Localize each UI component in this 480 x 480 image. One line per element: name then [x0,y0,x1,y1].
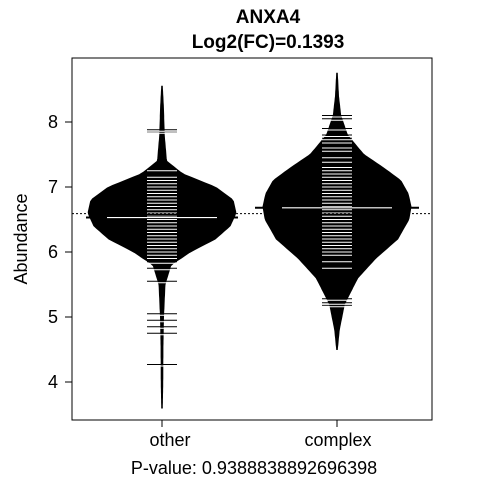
x-tick-label-other: other [149,430,190,450]
y-tick-label: 8 [48,112,58,132]
bean-group [87,72,412,409]
chart-subtitle: Log2(FC)=0.1393 [192,32,345,53]
p-value-caption: P-value: 0.9388838892696398 [131,458,377,478]
y-axis-label: Abundance [11,193,31,284]
bean-complex [262,72,412,350]
y-tick-label: 6 [48,242,58,262]
mean-lines [72,206,432,219]
y-axis: 4 5 6 7 8 [48,112,72,392]
x-tick-label-complex: complex [304,430,371,450]
y-tick-label: 4 [48,372,58,392]
y-tick-label: 5 [48,307,58,327]
plot-frame [71,57,433,421]
x-axis: other complex [149,420,372,450]
chart-title: ANXA4 [236,7,301,28]
y-tick-label: 7 [48,177,58,197]
bean-other [87,85,237,409]
